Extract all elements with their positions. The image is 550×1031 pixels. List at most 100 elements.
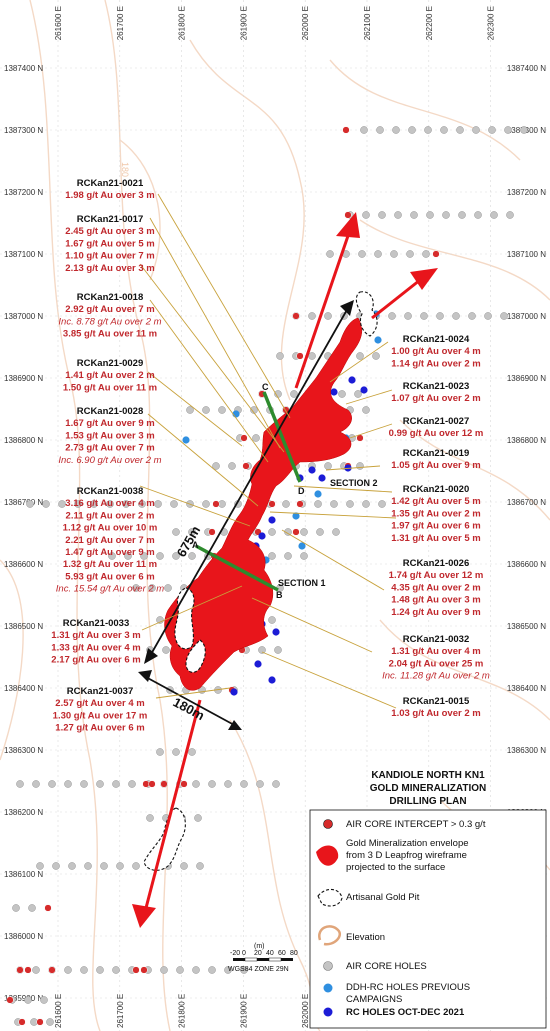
title-line-3: DRILLING PLAN	[389, 796, 466, 807]
callout-intercept: 5.93 g/t Au over 6 m	[65, 571, 154, 582]
scale-unit: (m)	[254, 943, 265, 950]
easting-label-bottom: 262000 E	[301, 994, 310, 1028]
title-line-2: GOLD MINERALIZATION	[370, 783, 486, 794]
legend-label: Gold Mineralization envelope	[346, 838, 469, 849]
legend-envelope-icon	[316, 845, 339, 866]
callout-intercept: 1.32 g/t Au over 11 m	[63, 559, 157, 570]
easting-label-bottom: 261800 E	[178, 994, 187, 1028]
easting-label-top: 262300 E	[487, 6, 496, 40]
scale-tick-label: 40	[266, 950, 274, 957]
callout-intercept: 2.11 g/t Au over 2 m	[66, 510, 155, 521]
section-2-label: SECTION 2	[330, 478, 378, 488]
northing-label-left: 1386600 N	[4, 560, 43, 569]
northing-label-left: 1387400 N	[4, 64, 43, 73]
northing-label-right: 1386600 N	[507, 560, 546, 569]
scale-tick-label: 20	[254, 950, 262, 957]
callout-hole-name: RCKan21-0019	[403, 448, 470, 459]
callout-hole-name: RCKan21-0033	[63, 618, 130, 629]
northing-label-right: 1386400 N	[507, 684, 546, 693]
callout-intercept: 1.53 g/t Au over 3 m	[65, 430, 154, 441]
legend-grey-dot-icon	[323, 961, 333, 971]
callout-intercept: 2.57 g/t Au over 4 m	[55, 698, 144, 709]
callout-hole-name: RCKan21-0026	[403, 558, 470, 569]
drill-holes	[6, 126, 528, 1026]
callout-hole-name: RCKan21-0037	[67, 686, 134, 697]
section-b-label: B	[276, 590, 283, 600]
callout-intercept: 2.92 g/t Au over 7 m	[65, 304, 154, 315]
legend-elevation-icon	[318, 925, 341, 946]
callout-intercept: 1.67 g/t Au over 5 m	[65, 238, 154, 249]
callout-intercept: 1.07 g/t Au over 2 m	[391, 393, 480, 404]
northing-label-left: 1387000 N	[4, 312, 43, 321]
callout-intercept: 1.35 g/t Au over 2 m	[391, 508, 480, 519]
northing-label-left: 1386900 N	[4, 374, 43, 383]
northing-label-left: 1387300 N	[4, 126, 43, 135]
width-dimension-label: 180m	[171, 694, 207, 723]
northing-label-right: 1387200 N	[507, 188, 546, 197]
callout-intercept: Inc. 6.90 g/t Au over 2 m	[58, 455, 161, 466]
callout-hole-name: RCKan21-0032	[403, 634, 470, 645]
scale-tick-label: 60	[278, 950, 286, 957]
callout-intercept: 1.14 g/t Au over 2 m	[391, 358, 480, 369]
legend-label: DDH-RC HOLES PREVIOUS	[346, 982, 470, 993]
northing-label-right: 1386700 N	[507, 498, 546, 507]
callout-intercept: 3.16 g/t Au over 4 m	[65, 498, 154, 509]
easting-label-bottom: 261900 E	[239, 994, 248, 1028]
northing-label-left: 1386200 N	[4, 808, 43, 817]
legend-pit-icon	[317, 888, 343, 907]
easting-label-top: 262000 E	[301, 6, 310, 40]
northing-label-left: 1386800 N	[4, 436, 43, 445]
callout-intercept: 1.41 g/t Au over 2 m	[65, 370, 154, 381]
legend-label: CAMPAIGNS	[346, 994, 402, 1005]
northing-label-left: 1386000 N	[4, 932, 43, 941]
northing-label-left: 1386300 N	[4, 746, 43, 755]
callout-intercept: 2.17 g/t Au over 6 m	[51, 655, 140, 666]
legend-label: projected to the surface	[346, 862, 445, 873]
northing-label-right: 1386900 N	[507, 374, 546, 383]
callout-intercept: 2.73 g/t Au over 7 m	[65, 443, 154, 454]
callout-intercept: 1.97 g/t Au over 6 m	[391, 521, 480, 532]
callout-intercept: 1.48 g/t Au over 3 m	[391, 595, 480, 606]
callout-intercept: 1.42 g/t Au over 5 m	[391, 496, 480, 507]
trend-arrows	[132, 212, 438, 928]
legend-label: AIR CORE HOLES	[346, 961, 427, 972]
legend-lightblue-dot-icon	[323, 983, 333, 993]
callout-intercept: 1.47 g/t Au over 9 m	[65, 547, 154, 558]
callout-intercept: 3.85 g/t Au over 11 m	[63, 329, 157, 340]
callout-intercept: 2.45 g/t Au over 3 m	[65, 226, 154, 237]
callout-intercept: 1.98 g/t Au over 3 m	[65, 190, 154, 201]
easting-label-bottom: 261700 E	[116, 994, 125, 1028]
callout-intercept: 1.24 g/t Au over 9 m	[391, 607, 480, 618]
northing-label-left: 1386100 N	[4, 870, 43, 879]
callout-intercept: Inc. 15.54 g/t Au over 2 m	[56, 584, 165, 595]
easting-label-top: 262200 E	[425, 6, 434, 40]
northing-label-right: 1386300 N	[507, 746, 546, 755]
legend-blue-dot-icon	[323, 1007, 333, 1017]
scale-zone: WGS84 ZONE 29N	[228, 966, 289, 973]
callout-intercept: 1.67 g/t Au over 9 m	[65, 418, 154, 429]
callout-intercept: Inc. 11.28 g/t Au over 2 m	[382, 671, 490, 682]
callout-hole-name: RCKan21-0021	[77, 178, 144, 189]
section-1-label: SECTION 1	[278, 578, 326, 588]
scale-tick-label: 0	[242, 950, 246, 957]
callout-intercept: 1.12 g/t Au over 10 m	[63, 523, 158, 534]
easting-label-top: 261800 E	[178, 6, 187, 40]
easting-label-top: 262100 E	[363, 6, 372, 40]
legend-label: RC HOLES OCT-DEC 2021	[346, 1007, 465, 1018]
callout-intercept: 0.99 g/t Au over 12 m	[389, 428, 484, 439]
northing-label-left: 1387200 N	[4, 188, 43, 197]
northing-label-left: 1385900 N	[4, 994, 43, 1003]
callout-intercept: 1.10 g/t Au over 7 m	[65, 251, 154, 262]
callout-intercept: Inc. 8.78 g/t Au over 2 m	[58, 316, 161, 327]
